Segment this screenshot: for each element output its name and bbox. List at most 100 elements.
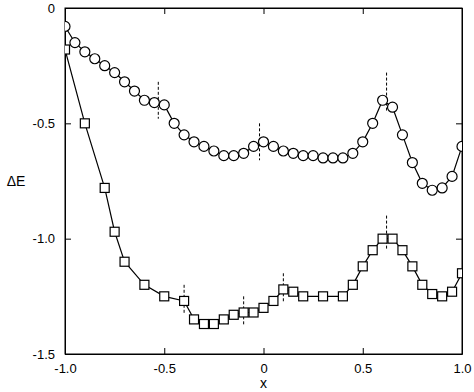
- x-axis: -1.0 -0.5 0 0.5 1.0: [54, 348, 471, 376]
- marker: [319, 292, 328, 301]
- marker: [388, 102, 398, 112]
- marker: [120, 77, 130, 87]
- tick-mark: [363, 8, 364, 14]
- marker: [328, 153, 338, 163]
- tick-mark: [65, 8, 71, 9]
- marker: [338, 292, 347, 301]
- tick-label: -1.0: [54, 361, 76, 376]
- marker: [278, 146, 288, 156]
- marker: [269, 296, 278, 305]
- marker: [179, 130, 189, 140]
- tick: -0.5: [154, 348, 176, 376]
- marker: [239, 308, 248, 317]
- plot: -1.0-0.500.51.0-1.5-1.0-0.50: [33, 1, 472, 377]
- marker: [149, 98, 159, 108]
- marker: [239, 148, 249, 158]
- marker: [199, 320, 208, 329]
- tick: -1.0: [33, 231, 71, 246]
- marker: [189, 137, 199, 147]
- marker: [368, 118, 378, 128]
- marker: [438, 292, 447, 301]
- marker: [259, 303, 268, 312]
- tick: [264, 8, 265, 14]
- marker: [407, 158, 417, 168]
- marker: [437, 183, 447, 193]
- tick-mark: [65, 123, 71, 124]
- data: [65, 21, 462, 328]
- marker: [408, 262, 417, 271]
- marker: [378, 95, 388, 105]
- tick-label: -0.5: [154, 361, 176, 376]
- marker: [458, 269, 463, 278]
- tick-mark: [164, 348, 165, 354]
- marker: [448, 287, 457, 296]
- series-line: [65, 50, 462, 324]
- marker: [417, 178, 427, 188]
- tick: 0.5: [354, 348, 372, 376]
- axis-line: [66, 354, 463, 355]
- tick: -0.5: [33, 116, 71, 131]
- marker: [447, 171, 457, 181]
- marker: [209, 146, 219, 156]
- marker: [249, 308, 258, 317]
- dashed-marker: [386, 73, 387, 112]
- marker: [80, 119, 89, 128]
- marker: [229, 310, 238, 319]
- marker: [160, 292, 169, 301]
- tick-label: -1.0: [33, 231, 55, 246]
- tick-label: 0: [260, 361, 267, 376]
- tick-mark: [264, 8, 265, 14]
- marker: [90, 54, 100, 64]
- tick-label: 0.5: [354, 361, 372, 376]
- marker: [169, 118, 179, 128]
- marker: [418, 280, 427, 289]
- tick: 0: [48, 1, 71, 16]
- tick-mark: [456, 8, 462, 9]
- tick: 0: [260, 348, 267, 376]
- marker: [388, 234, 397, 243]
- marker: [180, 296, 189, 305]
- marker: [190, 315, 199, 324]
- marker: [318, 153, 328, 163]
- marker: [457, 141, 462, 151]
- marker: [249, 141, 259, 151]
- axis-line: [65, 9, 66, 355]
- tick-mark: [456, 354, 462, 355]
- marker: [100, 183, 109, 192]
- marker: [397, 130, 407, 140]
- marker: [279, 285, 288, 294]
- marker: [159, 100, 169, 110]
- marker: [219, 315, 228, 324]
- y-axis: -1.5-1.0-0.50: [33, 1, 71, 362]
- tick: [456, 354, 462, 355]
- marker: [268, 141, 278, 151]
- marker: [110, 227, 119, 236]
- marker: [129, 86, 139, 96]
- marker: [338, 153, 348, 163]
- x-axis-title: x: [260, 375, 267, 391]
- marker: [378, 234, 387, 243]
- marker: [427, 185, 437, 195]
- tick-mark: [65, 239, 71, 240]
- marker: [209, 320, 218, 329]
- tick-mark: [164, 8, 165, 14]
- y-axis-right: [456, 9, 463, 355]
- tick-label: 1.0: [453, 361, 471, 376]
- marker: [288, 148, 298, 158]
- marker: [259, 137, 269, 147]
- tick: [456, 123, 462, 124]
- marker: [358, 262, 367, 271]
- chart: -1.0-0.500.51.0-1.5-1.0-0.50xΔE: [0, 0, 474, 392]
- tick: [456, 239, 462, 240]
- x-axis-top: [66, 8, 463, 14]
- marker: [219, 151, 229, 161]
- marker: [65, 45, 70, 54]
- marker: [139, 95, 149, 105]
- tick-mark: [363, 348, 364, 354]
- marker: [100, 61, 110, 71]
- marker: [298, 151, 308, 161]
- marker: [80, 47, 90, 57]
- tick-mark: [65, 354, 71, 355]
- marker: [368, 246, 377, 255]
- marker: [299, 292, 308, 301]
